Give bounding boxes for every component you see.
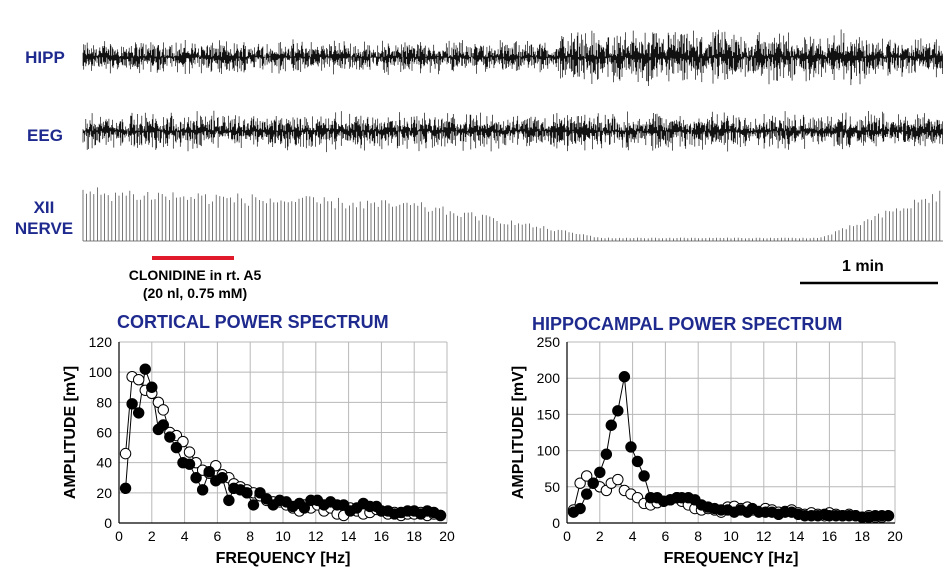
filled-data-point (190, 472, 202, 484)
x-tick-label: 14 (789, 528, 805, 544)
filled-data-point (600, 448, 613, 460)
filled-data-point (157, 419, 169, 431)
x-tick-label: 12 (756, 528, 772, 544)
filled-data-point (119, 482, 132, 495)
filled-data-point (594, 466, 606, 479)
filled-data-point (580, 488, 593, 500)
x-tick-label: 2 (148, 528, 156, 544)
filled-data-point (434, 509, 447, 522)
open-data-point (612, 473, 624, 486)
x-tick-label: 4 (181, 528, 189, 544)
x-tick-label: 14 (341, 528, 357, 544)
filled-data-point (625, 441, 637, 453)
filled-data-point (170, 441, 183, 454)
filled-data-point (612, 405, 624, 417)
clonidine-line1: CLONIDINE in rt. A5 (128, 267, 262, 283)
y-tick-label: 200 (537, 370, 561, 386)
filled-data-point (618, 371, 631, 383)
filled-data-point (146, 381, 158, 393)
filled-data-point (298, 502, 311, 514)
filled-data-point (196, 484, 209, 496)
filled-data-point (241, 487, 253, 499)
filled-data-point (247, 499, 260, 511)
x-tick-label: 10 (275, 528, 291, 544)
y-tick-label: 100 (537, 443, 561, 459)
hippocampal-chart: 0 2 4 6 8 10 12 14 16 18 20050100150200250FREQUENC… (510, 334, 903, 567)
x-tick-label: 20 (439, 528, 455, 544)
clonidine-label: CLONIDINE in rt. A5 (20 nl, 0.75 mM) (95, 266, 295, 302)
y-tick-label: 150 (537, 406, 561, 422)
hippocampal-chart-title: HIPPOCAMPAL POWER SPECTRUM (532, 314, 843, 334)
filled-data-point (882, 510, 895, 522)
filled-data-point (574, 502, 586, 515)
clonidine-bar (152, 256, 234, 260)
y-axis-label: AMPLITUDE [mV] (510, 366, 527, 499)
x-tick-label: 0 (115, 528, 123, 544)
open-data-point (183, 446, 196, 458)
xii-nerve-label: XII NERVE (8, 197, 80, 239)
clonidine-line2: (20 nl, 0.75 mM) (142, 285, 248, 301)
filled-data-point (638, 470, 650, 482)
filled-data-point (587, 477, 599, 489)
filled-data-point (164, 431, 176, 443)
open-data-point (157, 404, 169, 416)
x-tick-label: 8 (246, 528, 254, 544)
eeg-trace-label: EEG (27, 126, 63, 145)
eeg-trace (82, 110, 943, 153)
open-data-point (574, 477, 586, 489)
cortical-chart-title: CORTICAL POWER SPECTRUM (117, 312, 389, 332)
filled-data-point (631, 455, 644, 468)
x-tick-label: 18 (406, 528, 422, 544)
cortical-chart: 0 2 4 6 8 10 12 14 16 18 20 0 20 40 60 80 100 120 FREQUENC… (62, 334, 455, 567)
hipp-trace-label: HIPP (25, 48, 65, 67)
open-data-point (119, 447, 132, 460)
y-tick-label: 250 (537, 334, 561, 350)
xii-label-line1: XII (33, 198, 55, 217)
y-tick-label: 20 (96, 485, 112, 501)
filled-data-point (126, 398, 138, 410)
filled-data-point (223, 494, 235, 507)
xii-nerve-trace (82, 187, 943, 242)
filled-data-point (216, 472, 229, 484)
x-tick-label: 18 (854, 528, 870, 544)
y-tick-label: 100 (89, 364, 113, 380)
hipp-trace (82, 29, 943, 86)
filled-data-point (605, 419, 617, 431)
y-tick-label: 80 (96, 394, 112, 410)
y-axis-label: AMPLITUDE [mV] (62, 366, 79, 499)
y-tick-label: 40 (96, 455, 112, 471)
xii-label-line2: NERVE (14, 219, 74, 238)
x-tick-label: 16 (822, 528, 838, 544)
x-tick-label: 16 (374, 528, 390, 544)
y-tick-label: 120 (89, 334, 113, 350)
traces-layer (82, 29, 943, 242)
y-tick-label: 60 (96, 425, 112, 441)
x-tick-label: 12 (308, 528, 324, 544)
filled-data-point (132, 407, 145, 419)
filled-data-point (139, 363, 151, 375)
x-tick-label: 4 (629, 528, 637, 544)
filled-data-point (183, 458, 196, 470)
x-tick-label: 8 (694, 528, 702, 544)
x-axis-label: FREQUENCY [Hz] (664, 550, 799, 567)
y-tick-label: 0 (104, 515, 112, 531)
x-tick-label: 20 (887, 528, 903, 544)
x-tick-label: 2 (596, 528, 604, 544)
open-data-point (132, 374, 145, 386)
x-tick-label: 10 (723, 528, 739, 544)
x-tick-label: 6 (214, 528, 222, 544)
scale-bar-label: 1 min (842, 258, 884, 275)
x-tick-label: 6 (662, 528, 670, 544)
open-data-point (580, 470, 593, 482)
filled-data-point (203, 466, 215, 478)
x-tick-label: 0 (563, 528, 571, 544)
y-tick-label: 50 (544, 479, 560, 495)
x-axis-label: FREQUENCY [Hz] (216, 550, 351, 567)
y-tick-label: 0 (552, 515, 560, 531)
